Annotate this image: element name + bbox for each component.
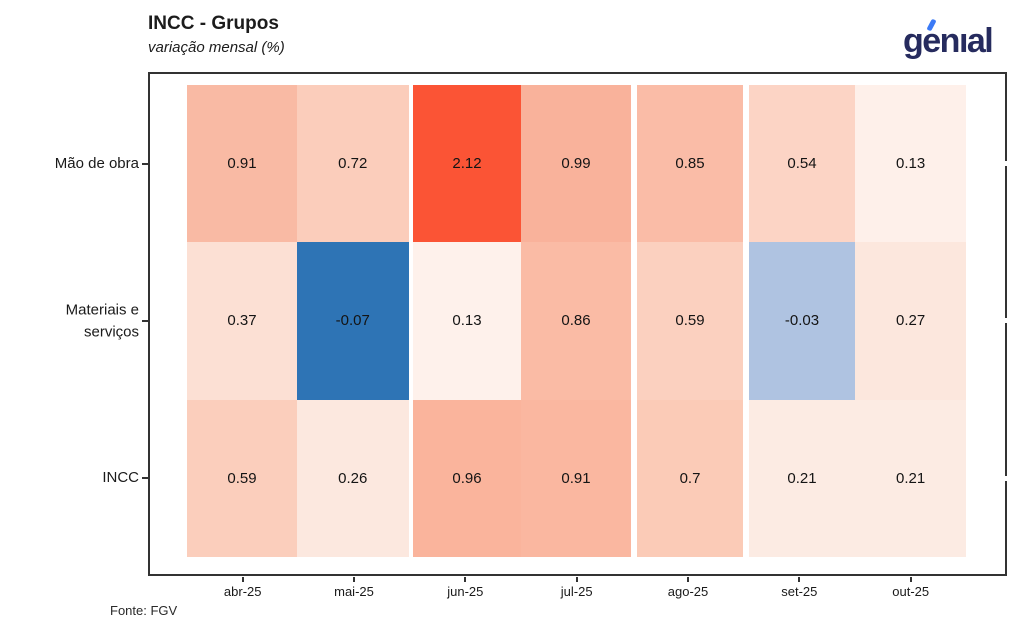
x-axis-tick [909, 577, 912, 582]
heatmap-cell: -0.07 [297, 242, 409, 400]
x-axis-label: jul-25 [560, 584, 593, 599]
x-axis-label: abr-25 [223, 584, 262, 599]
right-border-tick-gap [1004, 161, 1008, 166]
cell-value-label: 0.13 [896, 155, 926, 172]
cell-value-label: 0.21 [896, 469, 926, 487]
cell-value-label: -0.07 [335, 312, 370, 330]
heatmap-cell: 0.59 [637, 242, 743, 400]
heatmap-cell: 0.86 [521, 242, 631, 400]
heatmap-cell: 2.12 [413, 85, 521, 242]
cell-value-label: 0.91 [227, 155, 257, 172]
heatmap-cell: 0.21 [855, 399, 967, 557]
right-border-tick-gap [1004, 475, 1008, 481]
cell-value-label: 0.13 [452, 312, 482, 330]
heatmap-cell: 0.96 [413, 399, 521, 557]
heatmap-cell: 0.26 [297, 399, 409, 557]
x-axis-tick [798, 577, 801, 582]
cell-value-label: 0.96 [452, 469, 482, 487]
heatmap-cell: 0.91 [187, 85, 297, 242]
chart-subtitle: variação mensal (%) [148, 39, 285, 56]
source-note: Fonte: FGV [110, 603, 178, 618]
x-axis-tick [687, 577, 689, 582]
right-border-tick-gap [1004, 318, 1008, 324]
cell-value-label: 0.99 [561, 155, 591, 172]
cell-value-label: 0.86 [561, 312, 591, 330]
x-axis-label: set-25 [781, 584, 818, 599]
heatmap-cell: 0.85 [637, 85, 743, 242]
y-axis-label: Mão de obra [54, 154, 139, 172]
heatmap-cell: 0.72 [297, 85, 409, 242]
x-axis-tick [575, 577, 578, 582]
chart-title: INCC - Grupos [148, 13, 279, 34]
heatmap-cell: 0.21 [749, 399, 855, 557]
cell-value-label: 0.26 [338, 469, 368, 487]
y-axis-label: INCC [102, 469, 139, 487]
x-axis-label: jun-25 [447, 584, 484, 599]
cell-value-label: 0.21 [787, 469, 817, 487]
x-axis-label: mai-25 [334, 584, 374, 599]
cell-value-label: 0.54 [787, 155, 817, 172]
heatmap-cell: 0.13 [855, 85, 967, 242]
heatmap-cell: -0.03 [749, 242, 855, 400]
genial-logo: genıal [903, 18, 994, 64]
heatmap-cell: 0.99 [521, 85, 631, 242]
cell-value-label: 0.85 [675, 155, 705, 172]
heatmap-cell: 0.13 [413, 242, 521, 400]
cell-value-label: 0.72 [338, 155, 368, 172]
cell-value-label: -0.03 [784, 312, 820, 330]
cell-value-label: 0.27 [896, 312, 926, 330]
cell-value-label: 0.7 [679, 469, 701, 487]
heatmap-panel: 0.21 0.21 0.7 0.91 0.96 0.26 0.59 0.27 -0.03 0.59… [148, 72, 1007, 576]
cell-value-label: 0.37 [227, 312, 257, 330]
cell-value-label: 2.12 [452, 155, 482, 172]
cell-value-label: 0.91 [561, 469, 591, 487]
y-axis-tick [142, 319, 148, 322]
x-axis-label: ago-25 [667, 584, 709, 599]
y-axis-tick [142, 162, 148, 165]
y-axis-label: Materiais e serviços [65, 301, 139, 340]
heatmap-cell: 0.7 [637, 399, 743, 557]
y-axis-tick [142, 477, 148, 480]
logo-text: genıal [903, 22, 994, 60]
x-axis-tick [464, 577, 467, 582]
x-axis-label: out-25 [892, 584, 930, 599]
heatmap-cell: 0.59 [187, 399, 297, 557]
heatmap-cell: 0.37 [187, 242, 297, 400]
cell-value-label: 0.59 [675, 312, 705, 330]
x-axis-tick [353, 577, 355, 582]
x-axis-tick [241, 577, 244, 582]
heatmap-cell: 0.27 [855, 242, 967, 400]
heatmap-cell: 0.54 [749, 85, 855, 242]
cell-value-label: 0.59 [227, 469, 257, 487]
heatmap-cell: 0.91 [521, 399, 631, 557]
